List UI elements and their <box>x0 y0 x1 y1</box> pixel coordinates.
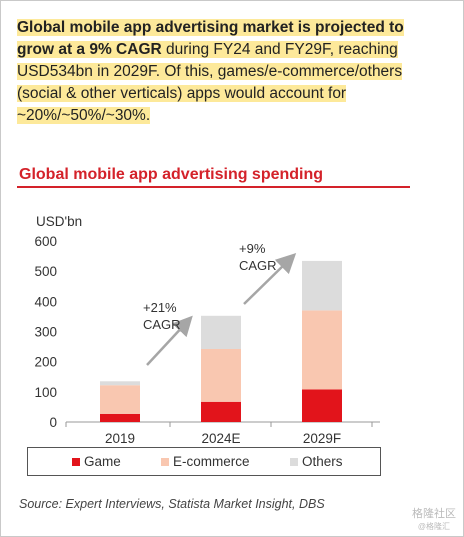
intro-text: Global mobile app advertising market is … <box>17 17 437 127</box>
y-axis-unit-label: USD'bn <box>36 214 82 229</box>
bar-segment-others <box>302 260 342 311</box>
legend-swatch-others <box>290 457 298 466</box>
y-tick-label: 600 <box>34 234 57 249</box>
x-tick-label: 2029F <box>303 431 341 446</box>
cagr-label-text: CAGR <box>143 317 181 332</box>
chart-title: Global mobile app advertising spending <box>19 166 324 183</box>
cagr-arrow <box>243 253 297 305</box>
cagr-label-value: +9% <box>239 241 266 256</box>
legend-swatch-game <box>72 457 80 466</box>
legend-item-game: Game <box>72 454 121 469</box>
title-divider <box>17 186 410 188</box>
y-tick-label: 400 <box>34 294 57 309</box>
cagr-label-value: +21% <box>143 300 177 315</box>
bar-segment-others <box>201 315 241 349</box>
source-note: Source: Expert Interviews, Statista Mark… <box>19 497 325 511</box>
legend-item-ecommerce: E-commerce <box>161 454 250 469</box>
y-tick-label: 0 <box>49 415 57 430</box>
bar-segment-ecommerce <box>201 348 241 402</box>
bar-segment-game <box>100 413 140 422</box>
watermark-sub: @格隆汇 <box>417 522 450 531</box>
legend-swatch-ecommerce <box>161 457 169 466</box>
x-tick-label: 2024E <box>201 431 240 446</box>
legend-label-ecommerce: E-commerce <box>173 454 250 469</box>
legend-label-game: Game <box>84 454 121 469</box>
legend-label-others: Others <box>302 454 343 469</box>
y-tick-label: 300 <box>34 325 57 340</box>
chart-legend: Game E-commerce Others <box>27 447 381 476</box>
bar-segment-game <box>302 389 342 422</box>
x-tick-label: 2019 <box>105 431 135 446</box>
watermark: 格隆社区 <box>412 508 456 520</box>
intro-rest: during FY24 and FY29F, reaching USD534bn… <box>17 41 403 124</box>
intro-highlight: Global mobile app advertising market is … <box>17 19 404 58</box>
y-tick-label: 200 <box>34 355 57 370</box>
bars-group <box>100 260 342 422</box>
y-tick-label: 100 <box>34 385 57 400</box>
bar-segment-game <box>201 401 241 422</box>
bar-segment-ecommerce <box>100 385 140 414</box>
cagr-arrow <box>146 315 193 366</box>
bar-segment-others <box>100 381 140 386</box>
cagr-label-text: CAGR <box>239 258 277 273</box>
y-tick-label: 500 <box>34 264 57 279</box>
legend-item-others: Others <box>290 454 343 469</box>
annotations-group: +21% CAGR +9% CAGR <box>143 241 297 366</box>
bar-segment-ecommerce <box>302 310 342 390</box>
